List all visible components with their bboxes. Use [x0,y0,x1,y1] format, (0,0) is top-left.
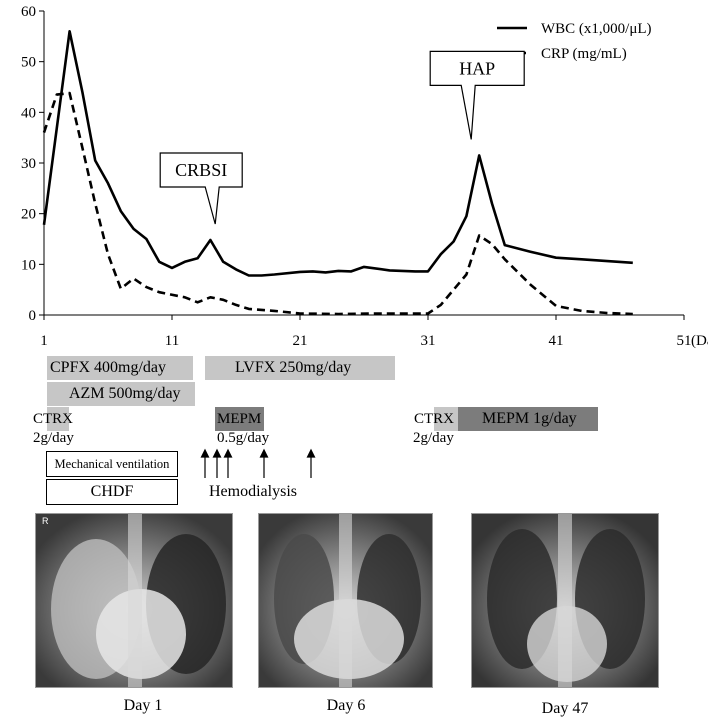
series-line-0 [42,29,633,277]
ctrx1-dose: 2g/day [33,430,74,446]
caption-day1: Day 1 [123,697,163,714]
y-tick-label: 50 [21,55,36,71]
ventilation-label: Mechanical ventilation [54,456,170,471]
mepm1-dose: 0.5g/day [217,430,270,446]
ctrx1-bar [47,407,69,431]
mepm2-bar: MEPM 1g/day [458,407,598,431]
x-tick-label: 31 [421,333,436,349]
ventilation-box: Mechanical ventilation [46,451,178,477]
lvfx-bar: LVFX 250mg/day [205,356,395,380]
x-tick-label: 11 [165,333,179,349]
legend-label-1: CRP (mg/mL) [541,46,627,62]
y-tick-label: 60 [21,4,36,20]
cpfx-label: CPFX 400mg/day [50,359,167,376]
x-tick-label: 51 [677,333,692,349]
x-tick-label: 1 [40,333,48,349]
ctrx2-bar [434,407,458,431]
mepm2-label: MEPM 1g/day [482,410,577,427]
hemodialysis-label: Hemodialysis [209,483,297,500]
cpfx-bar: CPFX 400mg/day [47,356,193,380]
y-tick-label: 20 [21,207,36,223]
callout-0 [159,152,243,225]
azm-bar: AZM 500mg/day [47,382,195,406]
chdf-label: CHDF [90,483,134,500]
ctrx1-label: CTRX [33,411,74,427]
xray-day6 [258,513,433,688]
ctrx2-label: CTRX [414,411,455,427]
callout-1 [429,50,525,140]
y-tick-label: 30 [21,156,36,172]
lvfx-label: LVFX 250mg/day [235,359,352,376]
caption-day47: Day 47 [541,700,589,717]
mepm1-label: MEPM [217,411,262,427]
callout-label-1: HAP [459,58,495,78]
y-tick-label: 10 [21,257,36,273]
x-unit-label: (Day) [691,333,708,349]
series-line-1 [42,91,633,316]
xray-day1: R [35,513,233,688]
legend-label-0: WBC (x1,000/μL) [541,21,652,37]
xray-day47 [471,513,659,688]
callout-label-0: CRBSI [175,160,227,180]
azm-label: AZM 500mg/day [69,385,181,402]
xray-marker: R [42,516,49,526]
ctrx2-dose: 2g/day [413,430,454,446]
mepm1-bar [215,407,264,431]
y-tick-label: 40 [21,105,36,121]
x-tick-label: 41 [549,333,564,349]
y-tick-label: 0 [29,308,37,324]
chdf-box: CHDF [46,479,178,505]
hemodialysis-arrows [200,448,316,478]
caption-day6: Day 6 [326,697,366,714]
x-tick-label: 21 [293,333,308,349]
